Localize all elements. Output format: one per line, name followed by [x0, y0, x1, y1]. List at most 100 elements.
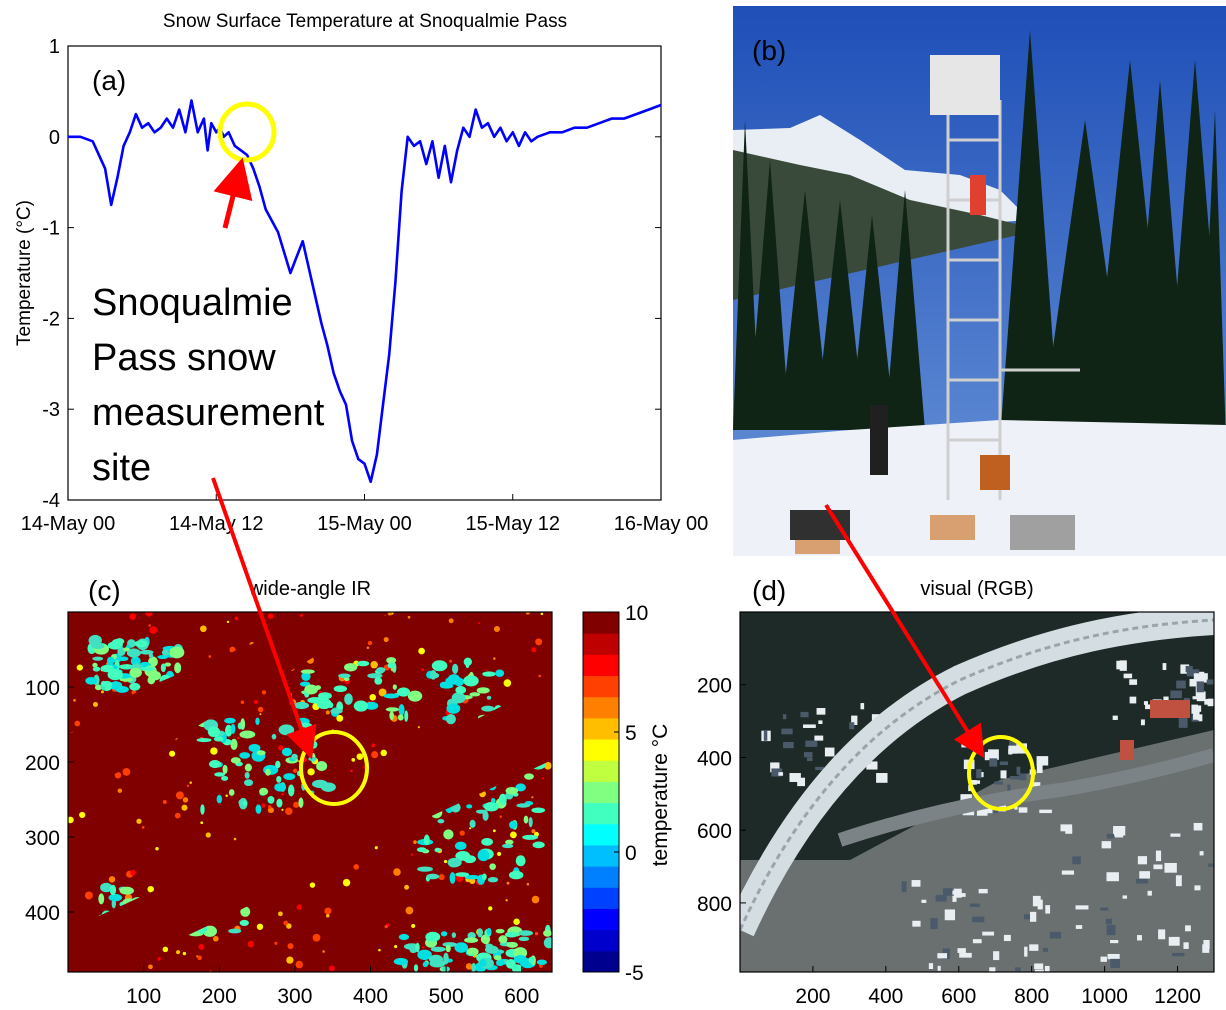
ir-speckle-dot [378, 948, 381, 952]
ir-speckle-dot [236, 736, 240, 740]
ir-speckle-dot [535, 638, 543, 646]
ir-snow-dot [169, 646, 185, 659]
ir-snow-dot [119, 886, 135, 895]
ir-snow-dot [256, 750, 266, 756]
ir-speckle-dot [108, 876, 116, 883]
rgb-snow-patch [937, 965, 941, 971]
ir-speckle-dot [197, 955, 202, 961]
rgb-snow-patch [789, 773, 801, 782]
colorbar-band [583, 739, 619, 761]
ir-speckle-dot [213, 935, 219, 942]
ir-snow-dot [443, 829, 454, 840]
ir-snow-dot [196, 738, 212, 743]
rgb-snow-patch [816, 708, 826, 715]
ir-snow-dot [508, 870, 524, 880]
rgb-snow-patch [1139, 871, 1151, 879]
rgb-snow-patch [1172, 952, 1185, 957]
ir-snow-dot [222, 764, 228, 774]
chart-d-x-tick-label: 400 [868, 985, 903, 1008]
annotation-line-1: Snoqualmie [92, 282, 293, 324]
ir-speckle-dot [422, 946, 425, 949]
rgb-snow-patch [1140, 719, 1145, 726]
chart-c-x-tick-label: 100 [126, 985, 161, 1008]
ir-snow-dot [417, 866, 433, 872]
colorbar-band [583, 866, 619, 888]
ir-speckle-dot [208, 655, 212, 658]
chart-a-x-tick-label: 15-May 00 [317, 513, 412, 535]
ir-snow-dot [455, 686, 467, 694]
chart-c-y-axis: 100 200 300 400 [25, 677, 74, 925]
ir-snow-dot [304, 684, 318, 695]
rgb-image [740, 612, 1214, 972]
ir-speckle-dot [469, 877, 476, 885]
ir-speckle-dot [79, 811, 86, 819]
chart-d-y-axis: 200 400 600 800 [697, 675, 746, 916]
rgb-snow-patch [771, 768, 783, 777]
ir-speckle-dot [114, 771, 122, 779]
rgb-snow-patch [1175, 875, 1182, 887]
rgb-snow-patch [994, 781, 1003, 785]
ir-snow-dot [293, 701, 310, 710]
rgb-snow-patch [814, 735, 824, 741]
ir-speckle-dot [531, 829, 536, 834]
rgb-highway-divider [740, 618, 1214, 931]
ir-speckle-dot [544, 761, 552, 770]
rgb-snow-patch [968, 780, 981, 784]
rgb-snow-patch [1185, 665, 1193, 673]
rgb-snow-patch [1196, 691, 1206, 702]
rgb-snow-patch [1147, 890, 1152, 896]
rgb-snow-patch [1029, 944, 1039, 951]
ir-snow-dot [481, 873, 487, 881]
rgb-snow-patch [804, 752, 813, 758]
ir-speckle-dot [181, 804, 188, 811]
rgb-snow-patch [1119, 660, 1127, 671]
colorbar-band [583, 760, 619, 782]
rgb-snow-patch [972, 939, 982, 944]
ir-snow-dot [397, 714, 404, 721]
ir-snow-dot [255, 717, 260, 725]
rgb-snow-patch [1075, 925, 1083, 929]
ir-speckle-dot [162, 946, 169, 953]
ir-speckle-dot [307, 768, 315, 776]
ir-snow-dot [479, 961, 485, 967]
ir-snow-dot [291, 753, 298, 761]
ir-speckle-dot [325, 913, 330, 918]
ir-snow-dot [445, 944, 451, 953]
rgb-snow-patch [1122, 895, 1128, 899]
highlight-circle-d [967, 735, 1035, 811]
rgb-snow-patch [1008, 745, 1018, 754]
ir-speckle-dot [505, 899, 508, 902]
ir-speckle-dot [286, 956, 294, 964]
ir-speckle-dot [169, 750, 176, 757]
chart-c-y-tick-label: 400 [25, 902, 60, 925]
ir-snow-dot [413, 964, 419, 972]
rgb-snow-patch [928, 963, 934, 970]
colorbar-frame [582, 611, 620, 973]
colorbar-tick-label: 10 [625, 602, 648, 625]
ir-snow-dot [239, 752, 251, 759]
rgb-snow-patch [1137, 935, 1142, 941]
ir-speckle-dot [411, 923, 416, 929]
chart-d-x-tick-label: 800 [1014, 985, 1049, 1008]
ir-snow-dot [505, 787, 519, 795]
panel-b-photo: (b) [733, 6, 1226, 556]
ir-snow-dot [496, 960, 505, 967]
rgb-snow-patch [930, 918, 938, 930]
ir-snow-dot [442, 942, 457, 948]
ir-speckle-dot [503, 679, 512, 687]
rgb-snow-patch [1193, 710, 1200, 720]
rgb-snow-patch [1158, 929, 1166, 940]
ir-snow-dot [454, 942, 469, 953]
ir-snow-dot [228, 789, 235, 796]
ir-speckle-dot [459, 830, 465, 836]
rgb-snow-patch [1016, 766, 1021, 775]
rgb-snow-patch [960, 893, 966, 897]
ir-speckle-dot [130, 869, 136, 876]
rgb-snow-patch [818, 720, 823, 725]
ir-snow-dot [498, 935, 508, 944]
panel-label-d: (d) [752, 575, 786, 606]
ir-snow-dot [543, 937, 552, 949]
rgb-snow-patch [1180, 664, 1190, 674]
rgb-snow-patch [1114, 834, 1124, 838]
